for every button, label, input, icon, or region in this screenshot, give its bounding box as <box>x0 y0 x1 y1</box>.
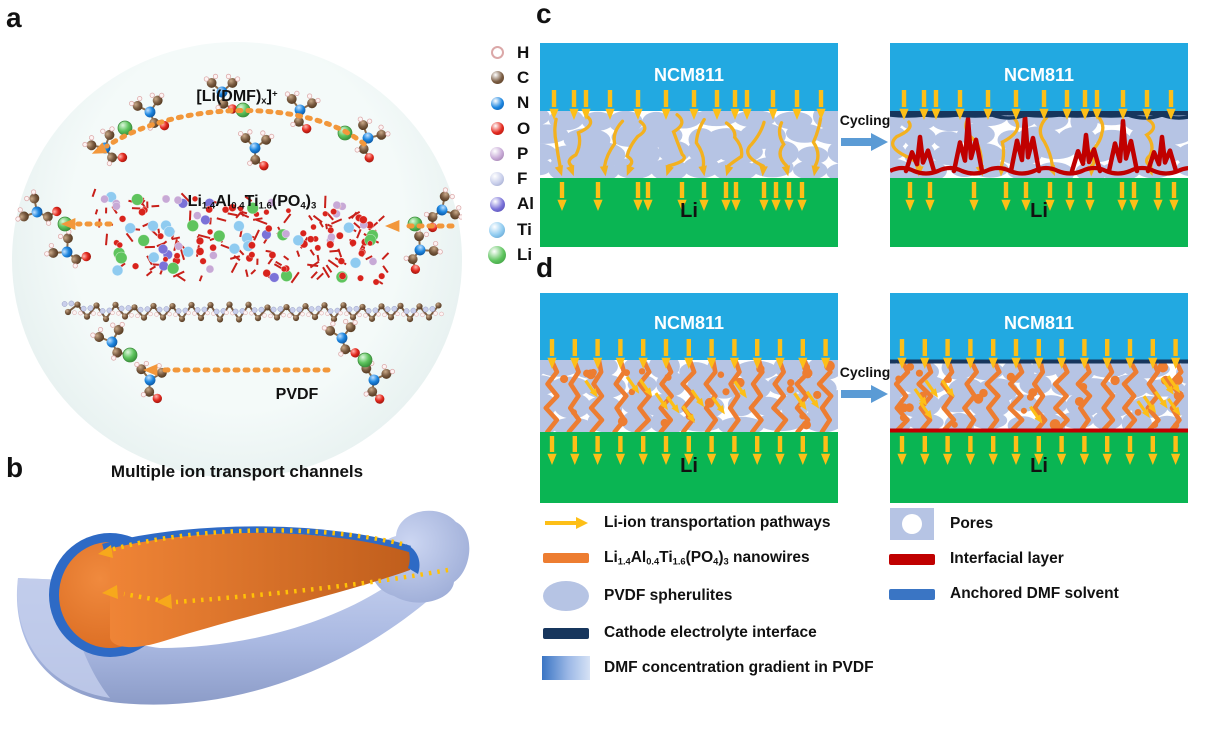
anchored-dmf-edge <box>406 544 420 574</box>
legend-li-ion-pathways: Li-ion transportation pathways <box>540 506 874 540</box>
cycling-indicator-c: Cycling <box>836 112 894 157</box>
li-ion-pathway-arrow-icon <box>540 516 592 530</box>
diagram-d-pristine: NCM811 Li <box>540 293 838 503</box>
anchored-dmf-swatch <box>886 588 938 600</box>
li-path-dotted-mid2 <box>123 591 159 603</box>
panel-d-label: d <box>536 252 554 283</box>
atom-legend-item: C <box>486 65 534 90</box>
pores-swatch <box>886 508 938 540</box>
interfacial-layer-swatch <box>886 553 938 565</box>
atom-symbol: Ti <box>517 219 532 239</box>
atom-legend-item: P <box>486 141 534 166</box>
legend-anchored-dmf: Anchored DMF solvent <box>886 576 1119 612</box>
atom-symbol: Li <box>517 245 533 265</box>
atom-legend-item: O <box>486 116 534 141</box>
latp-formula-label: Li1.4Al0.4Ti1.6(PO4)3 <box>187 193 317 212</box>
atom-symbol: P <box>517 143 529 163</box>
cycling-arrow-icon <box>841 385 888 403</box>
atom-symbol: C <box>517 67 530 87</box>
pvdf-spherulite-swatch <box>540 581 592 611</box>
latp-nanowire-swatch <box>540 553 592 563</box>
arrowhead-icon <box>102 585 118 599</box>
panel-a-label: a <box>6 2 22 33</box>
atom-symbol: O <box>517 118 531 138</box>
atom-sphere-icon <box>490 122 504 136</box>
diagram-d-cycled: NCM811 Li <box>890 293 1188 503</box>
atom-sphere-icon <box>489 221 505 238</box>
atom-symbol: Al <box>517 194 534 214</box>
atom-symbol: F <box>517 169 528 189</box>
li-path-dotted-top <box>109 528 403 553</box>
cei-swatch <box>540 627 592 639</box>
atom-sphere-icon <box>490 71 504 85</box>
anchored-dmf-lining <box>102 526 411 553</box>
atom-legend-item: H <box>486 40 534 65</box>
legend-interfacial-layer: Interfacial layer <box>886 542 1119 576</box>
legend-column-right: Pores Interfacial layer Anchored DMF sol… <box>886 506 1119 612</box>
panel-c-label: c <box>536 0 552 29</box>
cell-cross-section <box>540 293 838 503</box>
cycling-indicator-d: Cycling <box>836 364 894 409</box>
atom-sphere-icon <box>490 96 504 110</box>
cell-cross-section <box>890 293 1188 503</box>
atom-sphere-icon <box>489 196 505 212</box>
panel-a-caption: Multiple ion transport channels <box>110 462 364 481</box>
atom-sphere-icon <box>490 146 504 161</box>
cell-cross-section <box>890 43 1188 247</box>
li-dmf-complex-label: [Li(DMF)x]+ <box>196 88 278 107</box>
atom-legend-item: Al <box>486 192 534 217</box>
core-shell-nanowire-3d-illustration <box>16 510 470 705</box>
atom-legend-item: Ti <box>486 217 534 242</box>
legend-cei: Cathode electrolyte interface <box>540 616 874 650</box>
cycling-label: Cycling <box>839 112 891 128</box>
diagram-c-cycled: NCM811 Li <box>890 43 1188 247</box>
li-path-dotted-mid <box>175 567 449 605</box>
cycling-arrow-icon <box>841 133 888 151</box>
legend-pvdf-spherulites: PVDF spherulites <box>540 576 874 616</box>
legend-dmf-gradient: DMF concentration gradient in PVDF <box>540 650 874 686</box>
panel-b-label: b <box>6 452 24 483</box>
atom-color-legend: H C N O P F Al Ti Li <box>486 40 534 268</box>
shell-cut-face <box>17 578 110 698</box>
legend-column-left: Li-ion transportation pathways Li1.4Al0.… <box>540 506 874 686</box>
arrowhead-icon <box>156 594 172 609</box>
legend-pores: Pores <box>886 506 1119 542</box>
atom-legend-item: N <box>486 91 534 116</box>
arrowhead-icon <box>98 545 113 558</box>
pvdf-shell <box>16 564 440 705</box>
latp-core-face <box>110 532 412 648</box>
atom-legend-item: Li <box>486 242 534 267</box>
atom-symbol: N <box>517 93 530 113</box>
atom-sphere-icon <box>490 46 504 60</box>
atom-sphere-icon <box>490 172 504 187</box>
panel-a-molecular-art <box>15 73 462 404</box>
atom-symbol: H <box>517 42 530 62</box>
cell-cross-section <box>540 43 838 247</box>
dmf-gradient-swatch <box>540 656 592 680</box>
legend-latp-nanowires: Li1.4Al0.4Ti1.6(PO4)3 nanowires <box>540 540 874 576</box>
atom-legend-item: F <box>486 166 534 191</box>
atom-sphere-icon <box>488 246 506 265</box>
cycling-label: Cycling <box>839 364 891 380</box>
pvdf-label: PVDF <box>275 386 319 403</box>
diagram-c-pristine: NCM811 Li <box>540 43 838 247</box>
